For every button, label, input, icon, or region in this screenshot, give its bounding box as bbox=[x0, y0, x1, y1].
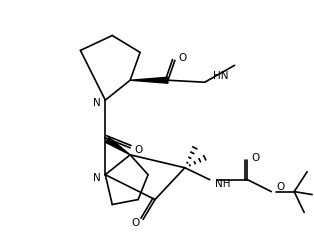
Text: NH: NH bbox=[215, 179, 230, 189]
Polygon shape bbox=[106, 137, 130, 155]
Text: HN: HN bbox=[213, 71, 228, 81]
Text: O: O bbox=[179, 53, 187, 63]
Text: N: N bbox=[94, 173, 101, 183]
Text: N: N bbox=[94, 98, 101, 108]
Text: O: O bbox=[251, 153, 260, 163]
Text: O: O bbox=[276, 182, 284, 192]
Polygon shape bbox=[130, 77, 168, 83]
Text: O: O bbox=[131, 218, 139, 228]
Text: O: O bbox=[134, 145, 142, 155]
